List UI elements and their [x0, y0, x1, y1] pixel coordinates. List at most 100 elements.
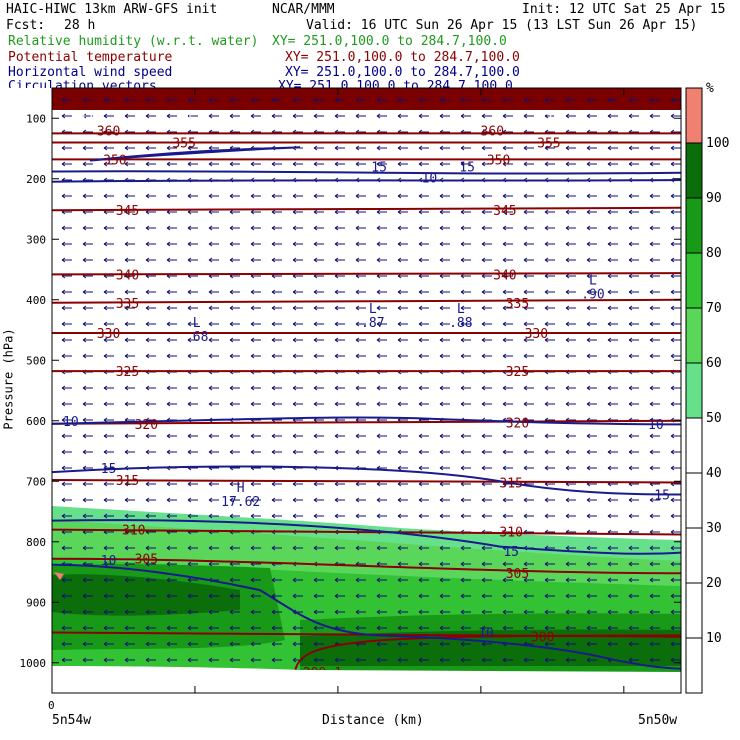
y-tick-label: 800 [26, 536, 46, 549]
wind-vector-head [649, 577, 654, 583]
wind-vector-head [586, 449, 591, 455]
wind-vector-head [355, 497, 360, 503]
field-rh-xy: XY= 251.0,100.0 to 284.7,100.0 [272, 34, 507, 49]
wind-vector-head [292, 289, 297, 295]
wind-vector-head [124, 257, 129, 263]
wind-vector-head [607, 97, 612, 103]
wind-vector-head [103, 545, 108, 551]
wind-vector-head [229, 625, 234, 631]
wind-vector-head [355, 481, 360, 487]
wind-vector-head [145, 545, 150, 551]
wind-vector-head [82, 433, 87, 439]
wind-vector-head [82, 641, 87, 647]
theta-contour [52, 479, 681, 484]
wind-vector-head [376, 641, 381, 647]
wind-vector-head [187, 241, 192, 247]
wind-vector-head [460, 289, 465, 295]
wind-vector-head [649, 353, 654, 359]
y-tick-label: 300 [26, 233, 46, 246]
wind-vector-head [313, 337, 318, 343]
wind-vector-head [103, 97, 108, 103]
wind-vector-head [313, 545, 318, 551]
wind-vector-head [166, 305, 171, 311]
wind-vector-head [334, 257, 339, 263]
wind-vector-head [292, 113, 297, 119]
wind-vector-head [292, 497, 297, 503]
theta-label: 305 [506, 567, 529, 582]
wind-vector-head [565, 241, 570, 247]
colorbar-tick-label: 70 [706, 301, 722, 316]
wind-vector-head [586, 401, 591, 407]
wind-vector-head [334, 385, 339, 391]
wind-vector-head [418, 577, 423, 583]
wind-vector-head [187, 97, 192, 103]
wind-vector-head [229, 225, 234, 231]
wind-vector-head [82, 225, 87, 231]
wind-vector-head [439, 513, 444, 519]
wind-vector-head [313, 289, 318, 295]
wind-vector-head [229, 257, 234, 263]
wind-vector-head [376, 337, 381, 343]
wind-vector-head [208, 449, 213, 455]
theta-label: 310 [499, 525, 522, 540]
wind-vector-head [61, 225, 66, 231]
field-rh-name: Relative humidity (w.r.t. water) [8, 34, 259, 49]
wind-vector-head [565, 193, 570, 199]
wind-vector-head [313, 161, 318, 167]
wind-vector-head [586, 353, 591, 359]
wind-vector-head [397, 353, 402, 359]
wind-vector-head [292, 657, 297, 663]
wind-vector-head [565, 561, 570, 567]
wind-vector-head [418, 305, 423, 311]
colorbar-tick-label: 10 [706, 631, 722, 646]
colorbar-tick-label: 90 [706, 191, 722, 206]
wind-vector-head [376, 145, 381, 151]
wind-vector-head [250, 321, 255, 327]
y-tick-label: 600 [26, 415, 46, 428]
wind-vector-head [397, 433, 402, 439]
wind-vector-head [166, 385, 171, 391]
wind-vector-head [271, 625, 276, 631]
wind-vector-head [418, 593, 423, 599]
wind-vector-head [334, 145, 339, 151]
wind-vector-head [544, 657, 549, 663]
wind-vector-head [124, 193, 129, 199]
wind-vector-head [229, 593, 234, 599]
theta-label: 320 [506, 417, 529, 432]
wind-vector-head [208, 113, 213, 119]
wind-vector-head [523, 353, 528, 359]
wind-vector-head [670, 641, 675, 647]
wind-vector-head [82, 161, 87, 167]
wind-vector-head [607, 193, 612, 199]
wind-vector-head [481, 577, 486, 583]
wind-vector-head [544, 401, 549, 407]
colorbar-swatch [686, 198, 702, 253]
wind-vector-head [208, 513, 213, 519]
wind-vector-head [271, 513, 276, 519]
wind-vector-head [187, 609, 192, 615]
wind-vector-head [586, 641, 591, 647]
wind-vector-head [271, 97, 276, 103]
wind-vector-head [229, 577, 234, 583]
wind-vector-head [313, 657, 318, 663]
wind-vector-head [397, 497, 402, 503]
wind-vector-head [208, 545, 213, 551]
wind-vector-head [355, 625, 360, 631]
wind-vector-head [565, 353, 570, 359]
wind-vector-head [166, 481, 171, 487]
wind-contour [52, 170, 681, 175]
wind-vector-head [481, 401, 486, 407]
wind-vector-head [586, 497, 591, 503]
wind-vector-head [250, 481, 255, 487]
wind-vector-head [61, 385, 66, 391]
extremum-value: 17.62 [221, 495, 260, 510]
wind-vector-head [460, 209, 465, 215]
wind-vector-head [61, 609, 66, 615]
wind-vector-head [586, 305, 591, 311]
wind-vector-head [523, 657, 528, 663]
wind-vector-head [208, 225, 213, 231]
wind-vector-head [187, 545, 192, 551]
wind-vector-head [313, 641, 318, 647]
wind-vector-head [565, 449, 570, 455]
wind-vector-head [649, 465, 654, 471]
